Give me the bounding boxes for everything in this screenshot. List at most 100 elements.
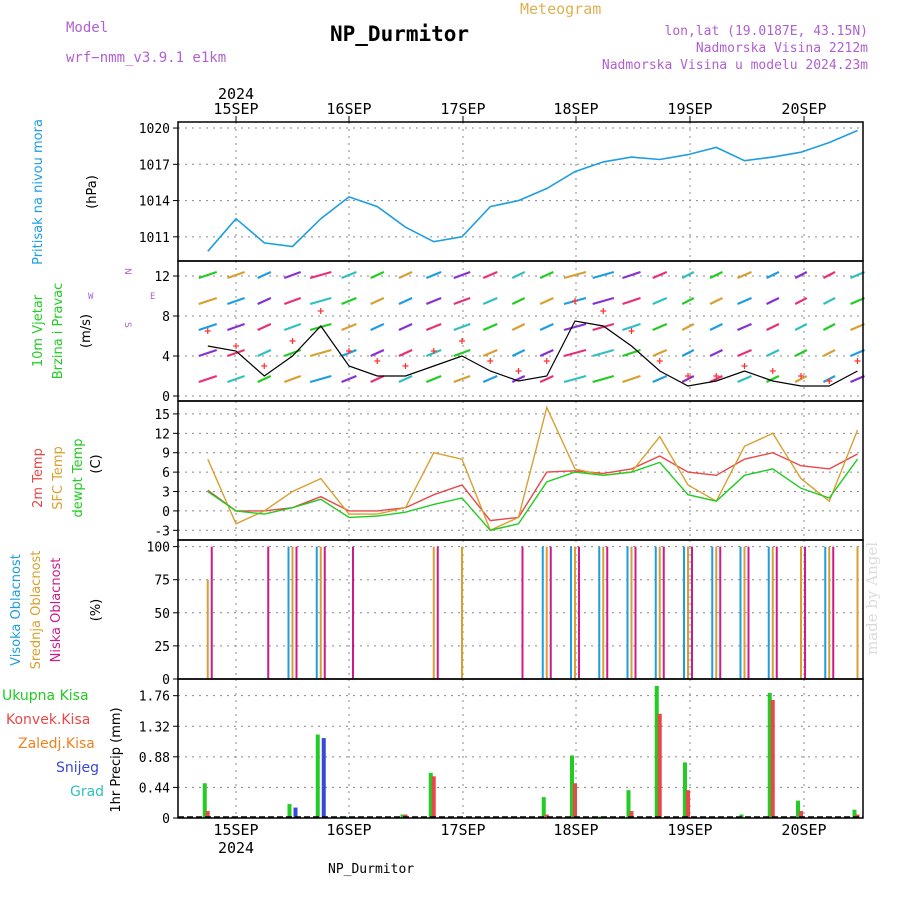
precip-bar bbox=[315, 734, 320, 818]
precip-bar bbox=[428, 772, 433, 818]
cloud-bar bbox=[319, 546, 322, 679]
wind-arrow bbox=[370, 374, 385, 384]
wind-arrow bbox=[539, 270, 554, 280]
wind-arrow bbox=[398, 374, 413, 384]
cloud-bar bbox=[662, 546, 665, 679]
wind-arrow bbox=[198, 348, 218, 358]
cloud-bar bbox=[578, 546, 580, 679]
subtitle: Meteogram bbox=[520, 0, 602, 18]
wind-arrow bbox=[766, 349, 780, 357]
wind-arrow bbox=[539, 322, 554, 332]
cloud-bar bbox=[634, 546, 637, 679]
precip-bar bbox=[770, 699, 775, 818]
ytick-label: 1014 bbox=[139, 195, 170, 210]
cloud-bar bbox=[287, 546, 290, 679]
wind-arrow bbox=[737, 270, 752, 280]
series-temp-1 bbox=[207, 405, 859, 532]
wind-arrow bbox=[398, 296, 413, 306]
wind-gust-mark bbox=[741, 363, 748, 369]
cloud-bar bbox=[545, 546, 548, 679]
cloud-bar bbox=[295, 546, 298, 679]
wind-gust-mark bbox=[543, 358, 550, 364]
cloud-unit: (%) bbox=[89, 599, 104, 622]
wind-arrow bbox=[681, 349, 695, 357]
wind-arrow bbox=[425, 374, 442, 384]
wind-gust-mark bbox=[798, 373, 804, 379]
wind-arrow bbox=[622, 322, 641, 332]
series-temp-0 bbox=[207, 451, 858, 522]
cloud-bar bbox=[687, 546, 689, 679]
cloud-axis-mid: Srednja Oblacnost bbox=[29, 551, 44, 670]
cloud-bar bbox=[436, 546, 439, 679]
wind-arrow bbox=[283, 322, 302, 332]
wind-arrow bbox=[283, 348, 302, 358]
wind-arrow bbox=[198, 296, 218, 306]
wind-arrow bbox=[737, 374, 752, 384]
ytick-label: 25 bbox=[154, 640, 170, 655]
series-wind-speed-line bbox=[207, 320, 858, 387]
cloud-bar bbox=[291, 546, 294, 679]
watermark: made by Angel bbox=[863, 541, 881, 655]
bottom-day-label: 17SEP bbox=[440, 821, 485, 839]
cloud-bar bbox=[775, 546, 778, 679]
precip-bar bbox=[544, 814, 549, 818]
precip-bar bbox=[686, 790, 690, 818]
cloud-axis-high: Visoka Oblacnost bbox=[9, 554, 24, 666]
cloud-bar bbox=[800, 546, 802, 679]
precip-bar bbox=[767, 692, 772, 818]
precip-bar bbox=[654, 685, 659, 818]
wind-arrow bbox=[511, 323, 526, 331]
cloud-bar bbox=[432, 546, 435, 679]
precip-bar bbox=[293, 807, 298, 818]
ytick-label: 75 bbox=[154, 574, 170, 589]
wind-arrow bbox=[341, 322, 357, 332]
bottom-day-label: 18SEP bbox=[553, 821, 598, 839]
wind-gust-mark bbox=[317, 308, 324, 314]
wind-arrow bbox=[453, 270, 471, 280]
model-name: wrf−nmm_v3.9.1 e1km bbox=[66, 50, 227, 66]
wind-gust-mark bbox=[289, 338, 296, 344]
wind-arrow bbox=[709, 323, 723, 331]
wind-arrow bbox=[539, 296, 554, 306]
cloud-bar bbox=[658, 546, 661, 679]
wind-gust-mark bbox=[204, 328, 211, 334]
series-layer bbox=[178, 129, 865, 818]
cloud-bar bbox=[606, 546, 609, 679]
cloud-bar bbox=[630, 546, 633, 679]
cloud-bar bbox=[747, 546, 750, 679]
wind-arrow bbox=[453, 296, 471, 306]
wind-arrow bbox=[370, 348, 385, 358]
precip-bar bbox=[629, 811, 634, 818]
wind-arrow bbox=[850, 296, 865, 306]
wind-arrow bbox=[622, 270, 641, 280]
wind-arrow bbox=[309, 374, 332, 384]
wind-arrow bbox=[737, 348, 752, 358]
model-label: Model bbox=[66, 20, 109, 36]
cloud-bar bbox=[804, 546, 806, 679]
wind-arrow bbox=[822, 349, 836, 357]
cloud-bar bbox=[570, 546, 572, 679]
wind-axis-title-1: 10m Vjetar bbox=[31, 294, 46, 367]
wind-arrow bbox=[398, 322, 413, 332]
wind-gust-mark bbox=[261, 363, 268, 369]
page-title: NP_Durmitor bbox=[330, 22, 470, 46]
bottom-day-label: 19SEP bbox=[667, 821, 712, 839]
cloud-bar bbox=[691, 546, 693, 679]
wind-arrow bbox=[482, 348, 498, 358]
wind-arrow bbox=[511, 349, 526, 357]
panel-frame-pressure bbox=[177, 121, 864, 262]
precip-legend-3: Snijeg bbox=[56, 760, 99, 776]
cloud-bar bbox=[267, 546, 270, 679]
precip-bar bbox=[431, 776, 436, 818]
wind-arrow bbox=[850, 322, 865, 332]
ytick-label: 0 bbox=[162, 812, 170, 827]
wind-arrow bbox=[563, 374, 587, 384]
wind-arrow bbox=[482, 270, 498, 280]
cloud-bar bbox=[461, 546, 463, 679]
cloud-bar bbox=[767, 546, 770, 679]
wind-arrow bbox=[766, 297, 780, 305]
wind-arrow bbox=[539, 374, 554, 384]
cloud-bar bbox=[828, 546, 831, 679]
precip-bar bbox=[796, 800, 800, 818]
